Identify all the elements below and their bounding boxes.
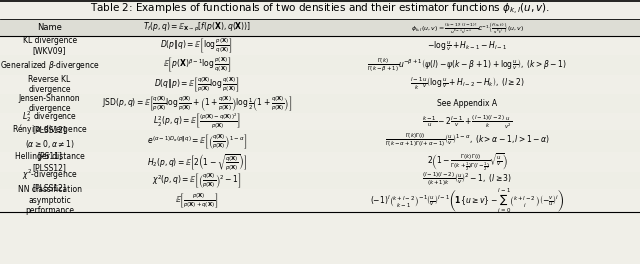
Text: $\frac{(l-1)(l-2)}{(k+1)k}\left(\frac{u}{v}\right)^2 - 1,\;(l\geq 3)$: $\frac{(l-1)(l-2)}{(k+1)k}\left(\frac{u}…	[422, 171, 512, 189]
Text: $D(q\|p) = \mathbb{E}\left[\frac{q(\mathbf{X})}{p(\mathbf{X})}\log\frac{q(\mathb: $D(q\|p) = \mathbb{E}\left[\frac{q(\math…	[154, 75, 239, 93]
Text: Hellinger distance
[PLSS12]: Hellinger distance [PLSS12]	[15, 152, 84, 172]
Text: $L_2^2(p,q) = \mathbb{E}\left[\frac{(p(\mathbf{X})-q(\mathbf{X}))^2}{p(\mathbf{X: $L_2^2(p,q) = \mathbb{E}\left[\frac{(p(\…	[153, 112, 241, 131]
Bar	[0, 0, 640, 19]
Bar	[0, 94, 640, 113]
Bar	[0, 130, 640, 152]
Bar	[0, 19, 640, 36]
Text: Rényi $\alpha$-divergence
$(\alpha\geq 0, \alpha\neq 1)$
[PS11]: Rényi $\alpha$-divergence $(\alpha\geq 0…	[12, 122, 88, 161]
Text: $-\log\frac{u}{v} + H_{k-1} - H_{l-1}$: $-\log\frac{u}{v} + H_{k-1} - H_{l-1}$	[428, 39, 507, 53]
Text: Reverse KL
divergence: Reverse KL divergence	[28, 75, 71, 94]
Text: $D(p\|q) = \mathbb{E}\left[\log\frac{p(\mathbf{X})}{q(\mathbf{X})}\right]$: $D(p\|q) = \mathbb{E}\left[\log\frac{p(\…	[161, 37, 233, 55]
Text: $\frac{\Gamma(k)\Gamma(l)}{\Gamma(k-\alpha+1)\Gamma(l+\alpha-1)}\left(\frac{u}{v: $\frac{\Gamma(k)\Gamma(l)}{\Gamma(k-\alp…	[385, 132, 550, 150]
Text: $\mathrm{JSD}(p,q)=\mathbb{E}\left[\frac{q(\mathbf{X})}{p(\mathbf{X})}\log\frac{: $\mathrm{JSD}(p,q)=\mathbb{E}\left[\frac…	[102, 94, 292, 113]
Text: KL divergence
[WKV09]: KL divergence [WKV09]	[22, 36, 77, 55]
Text: $\frac{\Gamma(k)}{\Gamma(k-\beta+1)}u^{-\beta+1}\left(\psi(l)-\psi(k-\beta+1)+\l: $\frac{\Gamma(k)}{\Gamma(k-\beta+1)}u^{-…	[367, 56, 567, 74]
Text: $L_2^2$ divergence
[PLSS12]: $L_2^2$ divergence [PLSS12]	[22, 109, 77, 134]
Text: $\chi^2$-divergence
[PLSS12]: $\chi^2$-divergence [PLSS12]	[22, 168, 77, 192]
Text: $\frac{l-1}{k}\frac{u}{v}\left(\log\frac{u}{v}+H_{l-2}-H_k\right),\;(l\geq 2)$: $\frac{l-1}{k}\frac{u}{v}\left(\log\frac…	[410, 76, 525, 92]
Text: NN classification
asymptotic
performance: NN classification asymptotic performance	[18, 186, 82, 215]
Text: Generalized $\beta$-divergence: Generalized $\beta$-divergence	[0, 59, 100, 72]
Text: $T_f(p,q) = \mathbb{E}_{\mathbf{X}\sim p}[f(p(\mathbf{X}),q(\mathbf{X}))]$: $T_f(p,q) = \mathbb{E}_{\mathbf{X}\sim p…	[143, 21, 251, 34]
Text: Table 2: Examples of functionals of two densities and their estimator functions : Table 2: Examples of functionals of two …	[90, 2, 550, 17]
Text: See Appendix A: See Appendix A	[437, 99, 497, 108]
Text: $\mathbb{E}\left[p(\mathbf{X})^{\beta-1}\log\frac{p(\mathbf{X})}{q(\mathbf{X})}\: $\mathbb{E}\left[p(\mathbf{X})^{\beta-1}…	[163, 56, 231, 74]
Text: Jensen-Shannon
divergence: Jensen-Shannon divergence	[19, 94, 81, 113]
Text: $e^{(\alpha-1)D_\alpha(p\|q)} = \mathbb{E}\left[\left(\frac{q(\mathbf{X})}{p(\ma: $e^{(\alpha-1)D_\alpha(p\|q)} = \mathbb{…	[147, 132, 247, 151]
Text: $H_2(p,q) = \mathbb{E}\left[2\left(1-\sqrt{\frac{q(\mathbf{X})}{p(\mathbf{X})}}\: $H_2(p,q) = \mathbb{E}\left[2\left(1-\sq…	[147, 152, 247, 172]
Text: $\phi_{k,l}(u,v) = \frac{(k-1)!(l-1)!}{u^{k-1}v^{l-1}}\mathcal{L}^{-1}\left\{\fr: $\phi_{k,l}(u,v) = \frac{(k-1)!(l-1)!}{u…	[410, 20, 524, 35]
Text: $\frac{k-1}{u} - 2\frac{l-1}{v} + \frac{(l-1)(l-2)}{k}\frac{u}{v^2}$: $\frac{k-1}{u} - 2\frac{l-1}{v} + \frac{…	[422, 113, 512, 131]
Text: $(-1)^l\binom{k+l-2}{k-1}^{-1}\left(\frac{u}{v}\right)^{l-1}\left(\mathbf{1}\{u\: $(-1)^l\binom{k+l-2}{k-1}^{-1}\left(\fra…	[370, 186, 564, 215]
Text: $2\left(1-\frac{\Gamma(k)\Gamma(l)}{\Gamma(k+\frac{1}{2})\Gamma(l-\frac{1}{2})}\: $2\left(1-\frac{\Gamma(k)\Gamma(l)}{\Gam…	[427, 151, 508, 173]
Text: Name: Name	[37, 23, 62, 32]
Bar	[0, 172, 640, 189]
Text: $\mathbb{E}\left[\frac{p(\mathbf{X})}{p(\mathbf{X})+q(\mathbf{X})}\right]$: $\mathbb{E}\left[\frac{p(\mathbf{X})}{p(…	[175, 191, 218, 210]
Bar	[0, 55, 640, 75]
Text: $\chi^2(p,q) = \mathbb{E}\left[\left(\frac{q(\mathbf{X})}{p(\mathbf{X})}\right)^: $\chi^2(p,q) = \mathbb{E}\left[\left(\fr…	[152, 171, 241, 190]
